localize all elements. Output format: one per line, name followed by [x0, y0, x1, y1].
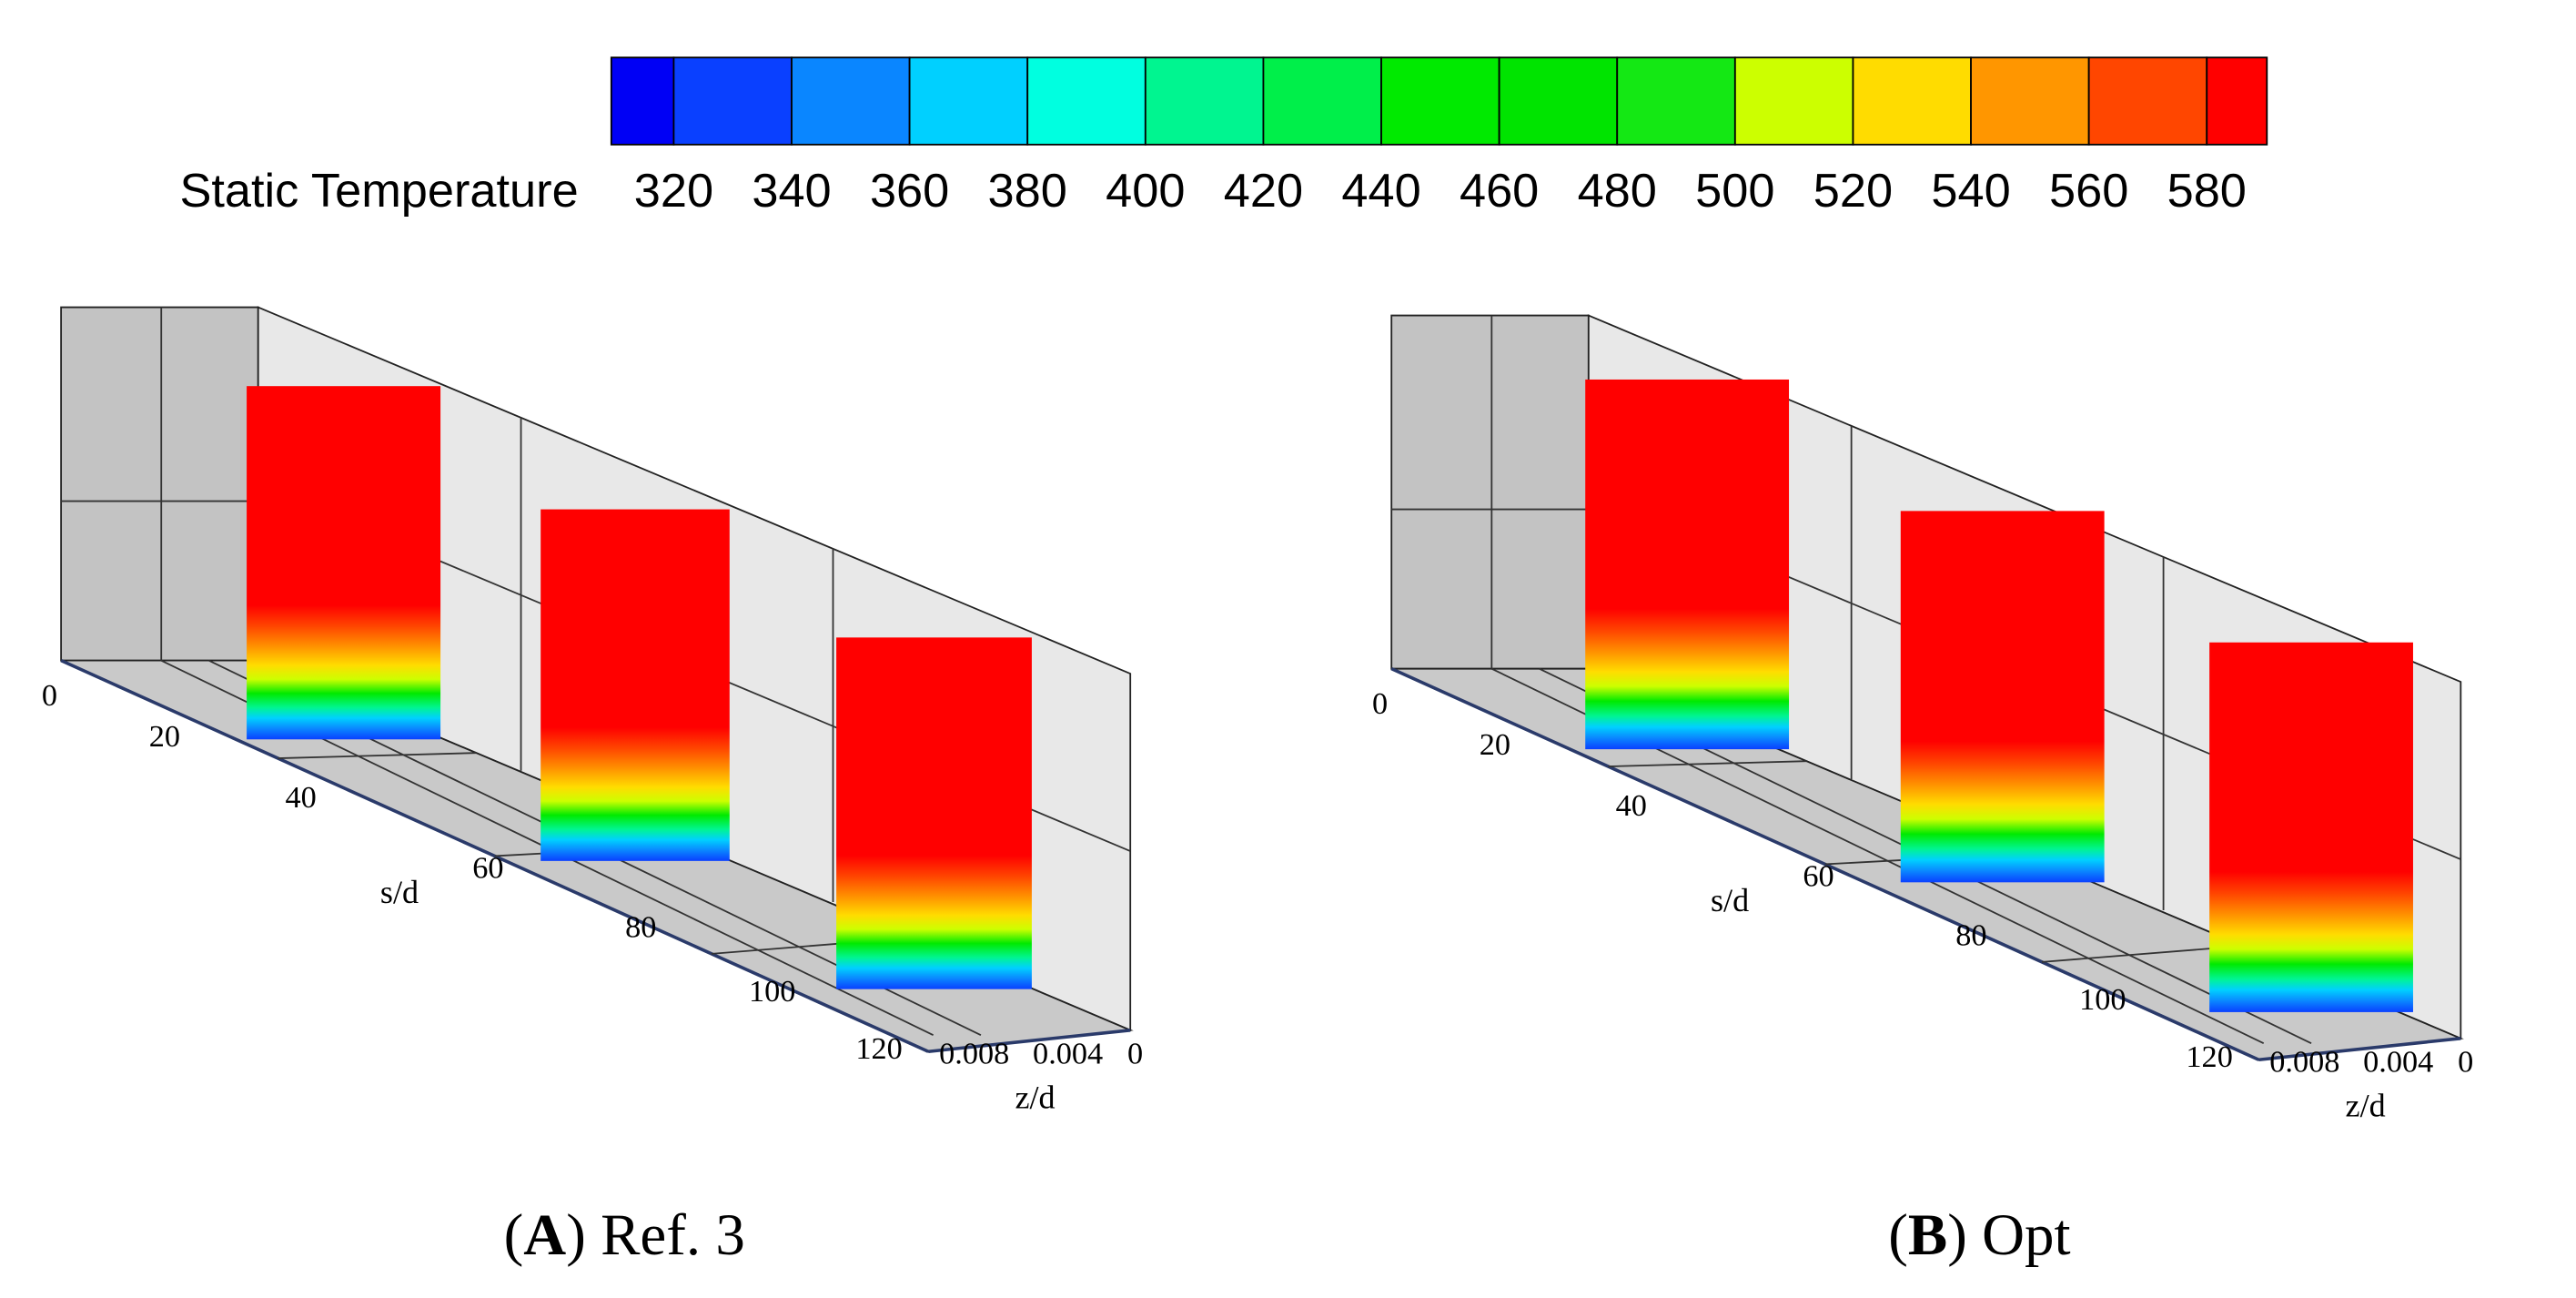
- caption: (B) Opt: [1888, 1202, 2070, 1268]
- z-tick-label: 0.004: [1033, 1037, 1103, 1071]
- grid-line: [2041, 945, 2243, 963]
- s-tick-label: 0: [42, 678, 57, 713]
- colorbar-swatch: [1852, 56, 1972, 146]
- caption-part: (: [1888, 1202, 1908, 1268]
- colorbar-swatch: [1144, 56, 1265, 146]
- z-axis-label: z/d: [2346, 1088, 2386, 1124]
- contour-slice: [836, 637, 1032, 989]
- colorbar-label: 480: [1578, 165, 1657, 218]
- colorbar-swatch: [1380, 56, 1500, 146]
- caption-part: (: [504, 1202, 524, 1268]
- colorbar-label: 540: [1931, 165, 2010, 218]
- floor-edge: [928, 1028, 1131, 1054]
- s-tick-label: 40: [1616, 788, 1647, 823]
- caption-part: ) Ref. 3: [566, 1202, 745, 1268]
- left-wall: [1390, 314, 1590, 670]
- caption: (A) Ref. 3: [504, 1202, 745, 1268]
- caption-part: ) Opt: [1947, 1202, 2070, 1268]
- colorbar-swatch: [2206, 56, 2268, 146]
- colorbar-label: 320: [634, 165, 713, 218]
- s-axis-label: s/d: [1711, 882, 1749, 918]
- colorbar-swatch: [2087, 56, 2208, 146]
- s-tick-label: 120: [855, 1031, 902, 1066]
- colorbar-label: 500: [1695, 165, 1774, 218]
- grid-line: [278, 752, 477, 759]
- colorbar-label: 440: [1341, 165, 1420, 218]
- panel: 0 20 40 60 80 100 120 s/d 0.008 0.004 0 z/d: [1372, 314, 2473, 1124]
- colorbar-label: 400: [1106, 165, 1185, 218]
- caption-part: A: [523, 1202, 566, 1268]
- s-tick-label: 60: [472, 851, 503, 886]
- z-tick-label: 0: [1127, 1037, 1143, 1071]
- s-tick-label: 80: [625, 910, 656, 945]
- colorbar-swatch: [1733, 56, 1854, 146]
- s-tick-label: 100: [2079, 982, 2126, 1017]
- grid-line: [1608, 760, 1807, 767]
- colorbar-swatch: [1498, 56, 1619, 146]
- s-tick-label: 20: [1480, 727, 1510, 762]
- colorbar-label: 520: [1813, 165, 1893, 218]
- z-tick-label: 0.008: [939, 1037, 1009, 1071]
- colorbar-swatch: [610, 56, 675, 146]
- s-tick-label: 60: [1803, 859, 1834, 894]
- colorbar-swatch: [1616, 56, 1736, 146]
- colorbar-label: 360: [870, 165, 949, 218]
- contour-slice: [1585, 379, 1790, 750]
- s-tick-label: 0: [1372, 686, 1388, 721]
- s-tick-label: 40: [286, 780, 317, 815]
- colorbar-label: 560: [2049, 165, 2128, 218]
- contour-slice: [247, 386, 441, 740]
- z-axis-label: z/d: [1015, 1080, 1055, 1116]
- z-tick-label: 0.004: [2363, 1045, 2433, 1080]
- colorbar-swatch: [672, 56, 793, 146]
- s-tick-label: 100: [749, 974, 795, 1009]
- s-tick-label: 20: [149, 719, 180, 754]
- panel: 0 20 40 60 80 100 120 s/d 0.008 0.004 0 z/d: [42, 306, 1143, 1116]
- colorbar-swatch: [908, 56, 1029, 146]
- colorbar-label: 340: [752, 165, 831, 218]
- colorbar-swatch: [1262, 56, 1382, 146]
- left-wall: [60, 306, 259, 662]
- colorbar-swatch: [1970, 56, 2090, 146]
- contour-slice: [2209, 642, 2413, 1012]
- s-axis-label: s/d: [380, 874, 419, 910]
- z-tick-label: 0: [2458, 1045, 2473, 1080]
- floor-edge: [2258, 1037, 2461, 1062]
- contour-slice: [1900, 511, 2105, 883]
- colorbar-swatch: [1026, 56, 1147, 146]
- colorbar-label: 580: [2167, 165, 2247, 218]
- colorbar-title: Static Temperature: [179, 165, 578, 218]
- colorbar-label: 380: [988, 165, 1067, 218]
- z-tick-label: 0.008: [2269, 1045, 2339, 1080]
- contour-slice: [540, 509, 730, 861]
- s-tick-label: 80: [1955, 918, 1986, 953]
- s-tick-label: 120: [2186, 1039, 2232, 1074]
- colorbar-label: 420: [1224, 165, 1303, 218]
- colorbar-swatch: [791, 56, 911, 146]
- colorbar-label: 460: [1460, 165, 1539, 218]
- caption-part: B: [1908, 1202, 1947, 1268]
